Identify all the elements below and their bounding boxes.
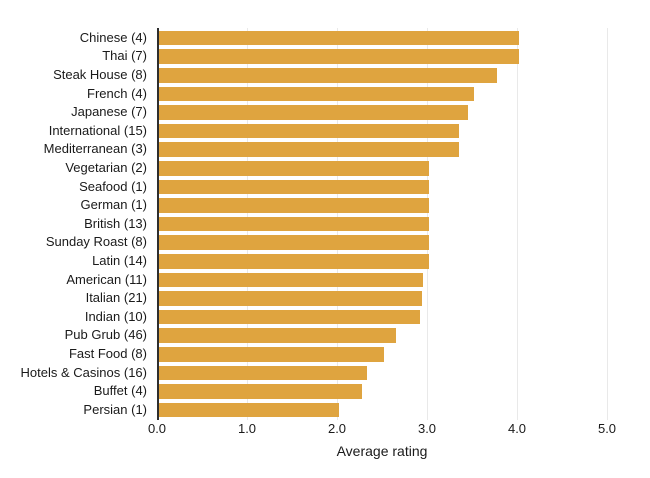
bar-french-4 xyxy=(159,86,474,102)
bar-mediterranean-3 xyxy=(159,142,459,157)
bar-international-15 xyxy=(159,123,459,139)
category-label: Buffet (4) xyxy=(93,383,147,399)
x-tick-label: 4.0 xyxy=(507,421,527,436)
bar-thai-7 xyxy=(159,49,519,64)
category-label: Thai (7) xyxy=(102,48,147,64)
x-tick-label: 0.0 xyxy=(147,421,167,436)
bar-vegetarian-2 xyxy=(159,161,429,176)
category-label: International (15) xyxy=(48,122,147,138)
category-label: Fast Food (8) xyxy=(68,346,147,361)
bar-japanese-7 xyxy=(159,105,468,120)
category-label: American (11) xyxy=(66,271,147,287)
x-tick-label: 2.0 xyxy=(327,421,347,436)
category-label: British (13) xyxy=(84,215,147,231)
category-label: Vegetarian (2) xyxy=(65,160,147,175)
x-axis-title: Average rating xyxy=(336,443,428,459)
category-label: Seafood (1) xyxy=(79,178,147,194)
bar-pub-grub-46 xyxy=(159,328,396,343)
bar-hotels-casinos-16 xyxy=(159,365,367,381)
category-label: French (4) xyxy=(87,85,147,101)
category-label: Pub Grub (46) xyxy=(64,327,147,343)
category-label: Latin (14) xyxy=(92,253,147,268)
plot-area xyxy=(157,28,632,420)
gridline xyxy=(516,28,518,420)
bar-indian-10 xyxy=(159,309,420,325)
bar-persian-1 xyxy=(159,402,339,418)
bar-british-13 xyxy=(159,216,429,232)
bar-seafood-1 xyxy=(159,179,429,195)
category-label: Indian (10) xyxy=(84,308,147,324)
bar-italian-21 xyxy=(159,291,422,306)
category-label: Italian (21) xyxy=(85,290,147,306)
category-label: Chinese (4) xyxy=(79,29,147,45)
category-label: Mediterranean (3) xyxy=(43,141,147,157)
category-label: German (1) xyxy=(80,197,147,213)
category-label: Steak House (8) xyxy=(53,67,147,82)
bar-sunday-roast-8 xyxy=(159,235,429,250)
x-tick-label: 3.0 xyxy=(417,421,437,436)
x-tick-label: 5.0 xyxy=(597,421,617,436)
bar-chinese-4 xyxy=(159,30,519,46)
bar-latin-14 xyxy=(159,254,429,269)
category-label: Sunday Roast (8) xyxy=(45,234,147,250)
gridline xyxy=(606,28,608,420)
bar-german-1 xyxy=(159,198,429,213)
bar-fast-food-8 xyxy=(159,347,384,362)
bar-buffet-4 xyxy=(159,384,362,399)
bar-steak-house-8 xyxy=(159,68,497,83)
category-label: Persian (1) xyxy=(83,401,147,417)
bar-american-11 xyxy=(159,272,423,288)
category-label: Hotels & Casinos (16) xyxy=(20,364,147,380)
category-label: Japanese (7) xyxy=(71,104,147,120)
x-tick-label: 1.0 xyxy=(237,421,257,436)
